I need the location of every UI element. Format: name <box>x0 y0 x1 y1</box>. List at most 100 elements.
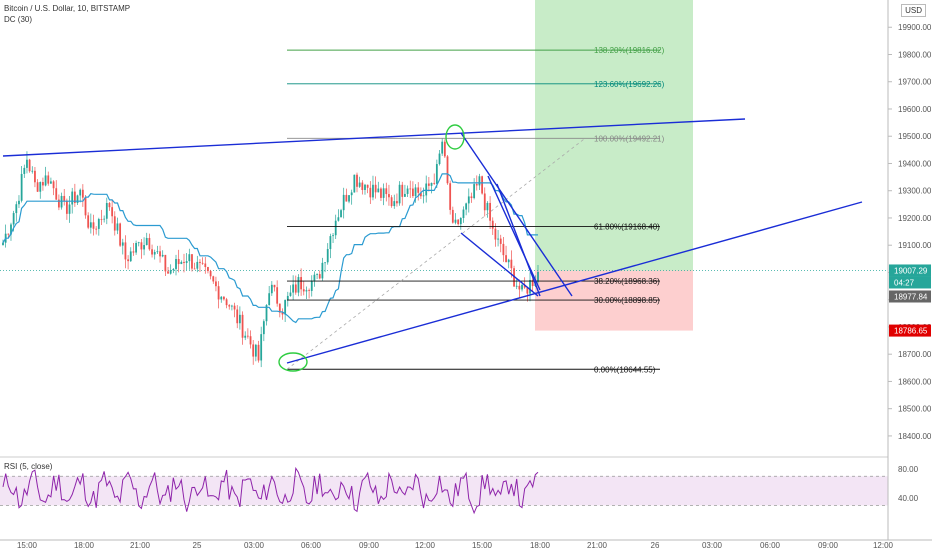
candle-body <box>281 312 284 315</box>
candle-body <box>81 189 84 198</box>
candle-body <box>140 242 143 250</box>
candle-body <box>57 199 60 208</box>
price-tick-2: 19700.00 <box>898 78 932 87</box>
candle-body <box>236 309 239 324</box>
swing-low-marker <box>278 352 308 372</box>
fib-label-5: 30.00%(18898.85) <box>594 296 660 305</box>
candle-body <box>324 262 326 264</box>
candle-body <box>531 279 534 287</box>
candle-body <box>103 218 106 220</box>
candle-body <box>462 209 465 219</box>
candle-body <box>417 187 420 193</box>
candle-body <box>326 249 329 263</box>
candle-body <box>207 267 209 272</box>
candle-body <box>483 193 486 211</box>
candle-body <box>2 242 4 246</box>
candle-body <box>510 259 513 269</box>
candle-body <box>302 289 305 292</box>
candle-body <box>129 251 132 262</box>
candle-body <box>100 219 103 220</box>
candle-body <box>188 254 191 262</box>
candle-body <box>401 184 404 197</box>
candle-body <box>249 336 252 345</box>
time-tick-3: 25 <box>193 541 202 550</box>
candle-body <box>310 280 313 291</box>
candle-body <box>404 193 406 197</box>
candle-body <box>135 242 137 253</box>
candle-body <box>318 274 321 279</box>
candle-body <box>89 222 92 228</box>
price-tag-1: 04:27 <box>894 278 915 287</box>
candle-body <box>278 303 281 313</box>
candle-body <box>427 183 430 186</box>
time-tick-14: 09:00 <box>818 541 839 550</box>
candle-body <box>153 251 156 255</box>
candle-body <box>449 183 452 210</box>
time-tick-2: 21:00 <box>130 541 151 550</box>
candle-body <box>196 261 199 269</box>
candle-body <box>132 251 135 253</box>
candle-body <box>241 314 244 338</box>
indicator-label[interactable]: DC (30) <box>4 15 33 24</box>
candle-body <box>537 271 539 282</box>
candle-body <box>425 183 428 196</box>
trendline-0 <box>2 118 746 157</box>
trendline-2 <box>460 132 573 297</box>
time-tick-13: 06:00 <box>760 541 781 550</box>
candle-body <box>459 218 462 225</box>
time-tick-10: 21:00 <box>587 541 608 550</box>
price-tick-14: 18500.00 <box>898 405 932 414</box>
candle-body <box>393 201 396 207</box>
candle-body <box>369 187 372 198</box>
candle-body <box>76 195 79 204</box>
candle-body <box>486 202 489 211</box>
candle-body <box>220 296 223 300</box>
candle-body <box>356 174 358 187</box>
candle-body <box>28 159 31 172</box>
trendline-4 <box>487 175 541 291</box>
candle-body <box>406 188 409 194</box>
candle-body <box>119 223 122 246</box>
candle-body <box>116 223 119 231</box>
candle-body <box>175 258 177 269</box>
candle-body <box>169 270 172 274</box>
candle-body <box>252 344 255 357</box>
fib-label-0: 138.20%(19816.02) <box>594 46 665 55</box>
candle-body <box>262 321 265 335</box>
candle-body <box>159 251 161 257</box>
candle-body <box>268 293 271 306</box>
candle-body <box>300 277 303 290</box>
candle-body <box>201 262 204 264</box>
candle-body <box>521 284 523 290</box>
candle-body <box>209 271 212 277</box>
candle-body <box>143 245 145 250</box>
rsi-tick-0: 80.00 <box>898 465 919 474</box>
candle-body <box>108 203 111 208</box>
candle-body <box>55 188 58 200</box>
fib-label-4: 38.20%(18968.36) <box>594 277 660 286</box>
candle-body <box>151 249 153 255</box>
candle-body <box>50 181 52 184</box>
symbol-title[interactable]: Bitcoin / U.S. Dollar, 10, BITSTAMP <box>4 4 131 13</box>
candle-body <box>225 299 228 306</box>
candle-body <box>377 188 380 193</box>
candle-body <box>345 194 348 202</box>
candle-body <box>183 261 185 263</box>
candle-body <box>337 217 340 221</box>
candle-body <box>435 164 438 184</box>
candle-body <box>7 233 10 235</box>
candle-body <box>199 261 201 263</box>
candle-body <box>273 284 276 288</box>
price-tag-2: 18977.84 <box>894 292 928 301</box>
currency-button[interactable]: USD <box>901 4 926 17</box>
candle-body <box>313 274 316 281</box>
price-tag-3: 18786.65 <box>894 327 928 336</box>
candle-body <box>422 195 425 197</box>
candle-body <box>276 287 279 304</box>
price-tick-12: 18700.00 <box>898 350 932 359</box>
rsi-tick-1: 40.00 <box>898 494 919 503</box>
candle-body <box>244 335 247 338</box>
rsi-label[interactable]: RSI (5, close) <box>4 462 53 471</box>
candle-body <box>467 196 470 204</box>
